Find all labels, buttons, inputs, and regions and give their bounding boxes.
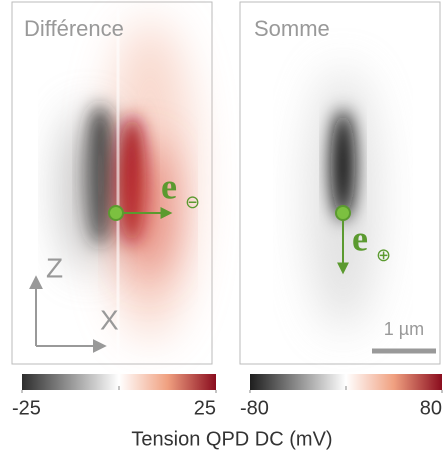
panel-somme (239, 1, 441, 365)
scale-bar-label: 1 µm (384, 319, 424, 339)
axis-label-z: Z (46, 252, 63, 283)
axes-arrows (29, 275, 107, 353)
colorbar-tick-label: -80 (240, 397, 269, 419)
vectors (108, 205, 351, 275)
colorbar-label: Tension QPD DC (mV) (131, 428, 332, 450)
axis-label-x: X (100, 304, 119, 335)
panel-title: Différence (24, 16, 124, 41)
colorbar-tick-label: 25 (194, 397, 216, 419)
colorbar (250, 374, 442, 390)
colorbar-tick-label: -25 (12, 397, 41, 419)
vector-symbol: ⊕ (376, 245, 391, 266)
panel-difference (11, 1, 213, 365)
vector-symbol: ⊖ (185, 192, 200, 213)
vector-label: e (161, 166, 177, 206)
colorbar (22, 374, 216, 390)
vector-label: e (352, 218, 368, 258)
colorbar-tick-label: 80 (420, 397, 442, 419)
panel-title: Somme (254, 16, 330, 41)
